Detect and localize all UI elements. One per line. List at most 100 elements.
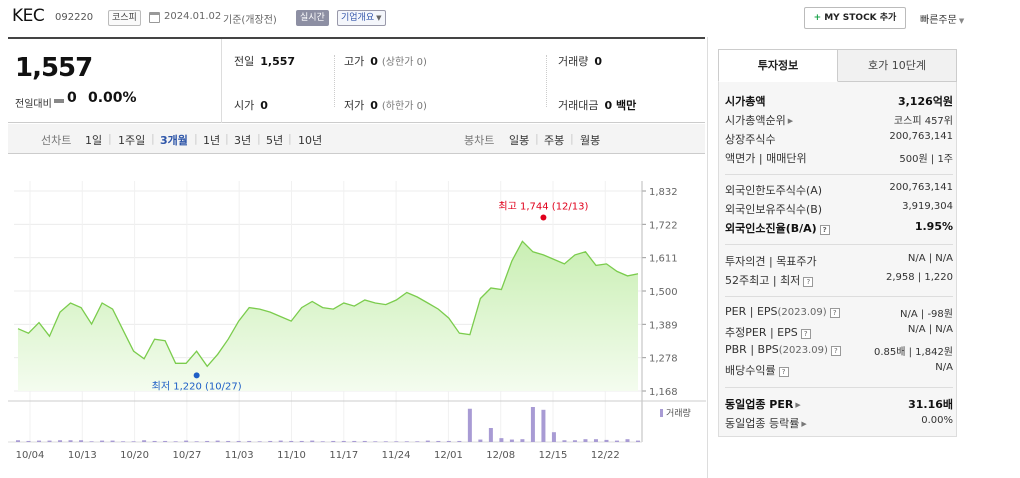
info-row-sector-rate[interactable]: 동일업종 등락률 ▶ 0.00% bbox=[725, 415, 953, 430]
volume-bar bbox=[331, 440, 336, 442]
chart-period-tabs: 선차트 1일 | 1주일 | 3개월 | 1년 | 3년 | 5년 | 10년 … bbox=[8, 124, 705, 154]
x-tick-label: 11/10 bbox=[277, 450, 306, 461]
price-chart[interactable]: 1,832 1,722 1,611 1,500 1,389 1,278 1,168 10/04… bbox=[0, 155, 706, 475]
volume-bar bbox=[37, 440, 42, 442]
my-stock-add-button[interactable]: + MY STOCK 추가 bbox=[804, 7, 906, 29]
tab-3m[interactable]: 3개월 bbox=[160, 134, 188, 147]
base-date: 2024.01.02 bbox=[164, 11, 222, 22]
volume-bar bbox=[89, 441, 94, 442]
corp-info-dropdown[interactable]: 기업개요 ▼ bbox=[337, 10, 386, 26]
tab-1y[interactable]: 1년 bbox=[203, 134, 221, 147]
volume-bar bbox=[205, 440, 210, 442]
info-row-dividend: 배당수익률? N/A bbox=[725, 362, 953, 377]
stock-name: KEC bbox=[12, 6, 45, 26]
volume-bar bbox=[636, 440, 640, 442]
base-basis: 기준(개장전) bbox=[223, 15, 277, 26]
y-tick-label: 1,611 bbox=[649, 254, 678, 265]
change-label: 전일대비 bbox=[15, 99, 52, 110]
tab-3y[interactable]: 3년 bbox=[234, 134, 252, 147]
x-tick-label: 10/13 bbox=[68, 450, 97, 461]
volume-bar bbox=[394, 441, 399, 442]
volume-bar bbox=[226, 440, 231, 442]
tab-investment-info[interactable]: 투자정보 bbox=[718, 49, 838, 82]
candle-chart-label: 봉차트 bbox=[464, 134, 495, 147]
help-icon[interactable]: ? bbox=[800, 329, 811, 339]
quick-order-dropdown[interactable]: 빠른주문 ▼ bbox=[920, 11, 964, 26]
panel-divider bbox=[707, 37, 708, 478]
volume-bar bbox=[236, 440, 241, 442]
quick-order-label: 빠른주문 bbox=[920, 15, 957, 26]
volume-bar bbox=[68, 440, 73, 442]
tab-orderbook-10[interactable]: 호가 10단계 bbox=[837, 49, 957, 82]
y-tick-label: 1,722 bbox=[649, 220, 678, 231]
volume-bar bbox=[520, 439, 525, 442]
help-icon[interactable]: ? bbox=[803, 277, 814, 287]
chevron-right-icon: ▶ bbox=[795, 401, 801, 409]
trade-amount: 거래대금 0 백만 bbox=[558, 99, 637, 112]
market-badge: 코스피 bbox=[108, 10, 141, 26]
volume-bar bbox=[583, 439, 588, 442]
volume-bar bbox=[562, 440, 567, 442]
volume-bar bbox=[572, 440, 577, 442]
prev-close: 전일 1,557 bbox=[234, 55, 296, 68]
low-marker bbox=[193, 372, 200, 379]
volume-bar bbox=[247, 440, 252, 442]
x-tick-label: 12/15 bbox=[539, 450, 568, 461]
info-row-sector-per[interactable]: 동일업종 PER ▶ 31.16배 bbox=[725, 398, 953, 411]
info-tabs: 호가 10단계 투자정보 bbox=[718, 49, 957, 82]
volume-bar bbox=[100, 440, 105, 442]
volume-bar bbox=[488, 428, 493, 442]
volume-bar bbox=[320, 441, 325, 442]
volume-bar bbox=[352, 440, 357, 442]
chevron-right-icon: ▶ bbox=[787, 117, 794, 125]
y-tick-label: 1,389 bbox=[649, 320, 678, 331]
help-icon[interactable]: ? bbox=[830, 346, 841, 356]
volume-bar bbox=[499, 438, 504, 442]
x-tick-label: 11/03 bbox=[225, 450, 254, 461]
tab-1d[interactable]: 1일 bbox=[85, 134, 103, 147]
volume-bar bbox=[194, 441, 199, 442]
volume-bar bbox=[152, 440, 157, 442]
tab-5y[interactable]: 5년 bbox=[266, 134, 284, 147]
volume-bar bbox=[467, 408, 472, 442]
volume-legend-swatch bbox=[660, 409, 663, 417]
help-icon[interactable]: ? bbox=[819, 225, 830, 235]
line-chart-label: 선차트 bbox=[41, 134, 72, 147]
stock-header: KEC 092220 코스피 2024.01.02 기준(개장전) 실시간 기업… bbox=[0, 0, 1020, 36]
x-tick-label: 12/22 bbox=[591, 450, 620, 461]
stock-code: 092220 bbox=[55, 12, 94, 23]
price-line bbox=[17, 240, 639, 368]
info-row-52week: 52주최고 | 최저? 2,958 | 1,220 bbox=[725, 272, 953, 287]
tab-weekly[interactable]: 주봉 bbox=[544, 134, 565, 147]
volume-bar bbox=[551, 432, 556, 442]
no-change-icon bbox=[54, 99, 64, 103]
info-row-market-cap-rank[interactable]: 시가총액순위 ▶ 코스피 457위 bbox=[725, 114, 953, 127]
chevron-down-icon: ▼ bbox=[376, 14, 382, 22]
volume-bar bbox=[184, 440, 189, 442]
tab-1w[interactable]: 1주일 bbox=[118, 134, 146, 147]
plus-icon: + bbox=[813, 13, 822, 23]
info-row-foreign-ratio: 외국인소진율(B/A)? 1.95% bbox=[725, 220, 953, 235]
info-row-est-per: 추정PER | EPS? N/A | N/A bbox=[725, 324, 953, 339]
volume-bar bbox=[215, 440, 220, 442]
chevron-down-icon: ▼ bbox=[958, 17, 965, 25]
calendar-icon bbox=[149, 12, 160, 23]
volume-bar bbox=[268, 440, 273, 442]
volume-bar bbox=[614, 440, 619, 442]
realtime-badge[interactable]: 실시간 bbox=[296, 10, 329, 26]
price-summary: 1,557 전일대비 0 0.00% 전일 1,557 고가 0 (상한가 0) 거래… bbox=[8, 37, 705, 123]
volume-bar bbox=[173, 441, 178, 442]
volume-bar bbox=[593, 439, 598, 442]
info-row-foreign-limit: 외국인한도주식수(A) 200,763,141 bbox=[725, 182, 953, 197]
help-icon[interactable]: ? bbox=[778, 367, 789, 377]
tab-10y[interactable]: 10년 bbox=[298, 134, 323, 147]
volume-bar bbox=[163, 440, 168, 442]
volume-bar bbox=[26, 440, 31, 442]
low-label: 최저 1,220 (10/27) bbox=[152, 380, 242, 392]
tab-monthly[interactable]: 월봉 bbox=[580, 134, 601, 147]
help-icon[interactable]: ? bbox=[829, 308, 840, 318]
investment-info-panel: 시가총액 3,126억원 시가총액순위 ▶ 코스피 457위 상장주식수 200,763… bbox=[718, 82, 957, 437]
my-stock-label: MY STOCK 추가 bbox=[824, 13, 897, 23]
tab-daily[interactable]: 일봉 bbox=[509, 134, 530, 147]
volume: 거래량 0 bbox=[558, 55, 603, 68]
